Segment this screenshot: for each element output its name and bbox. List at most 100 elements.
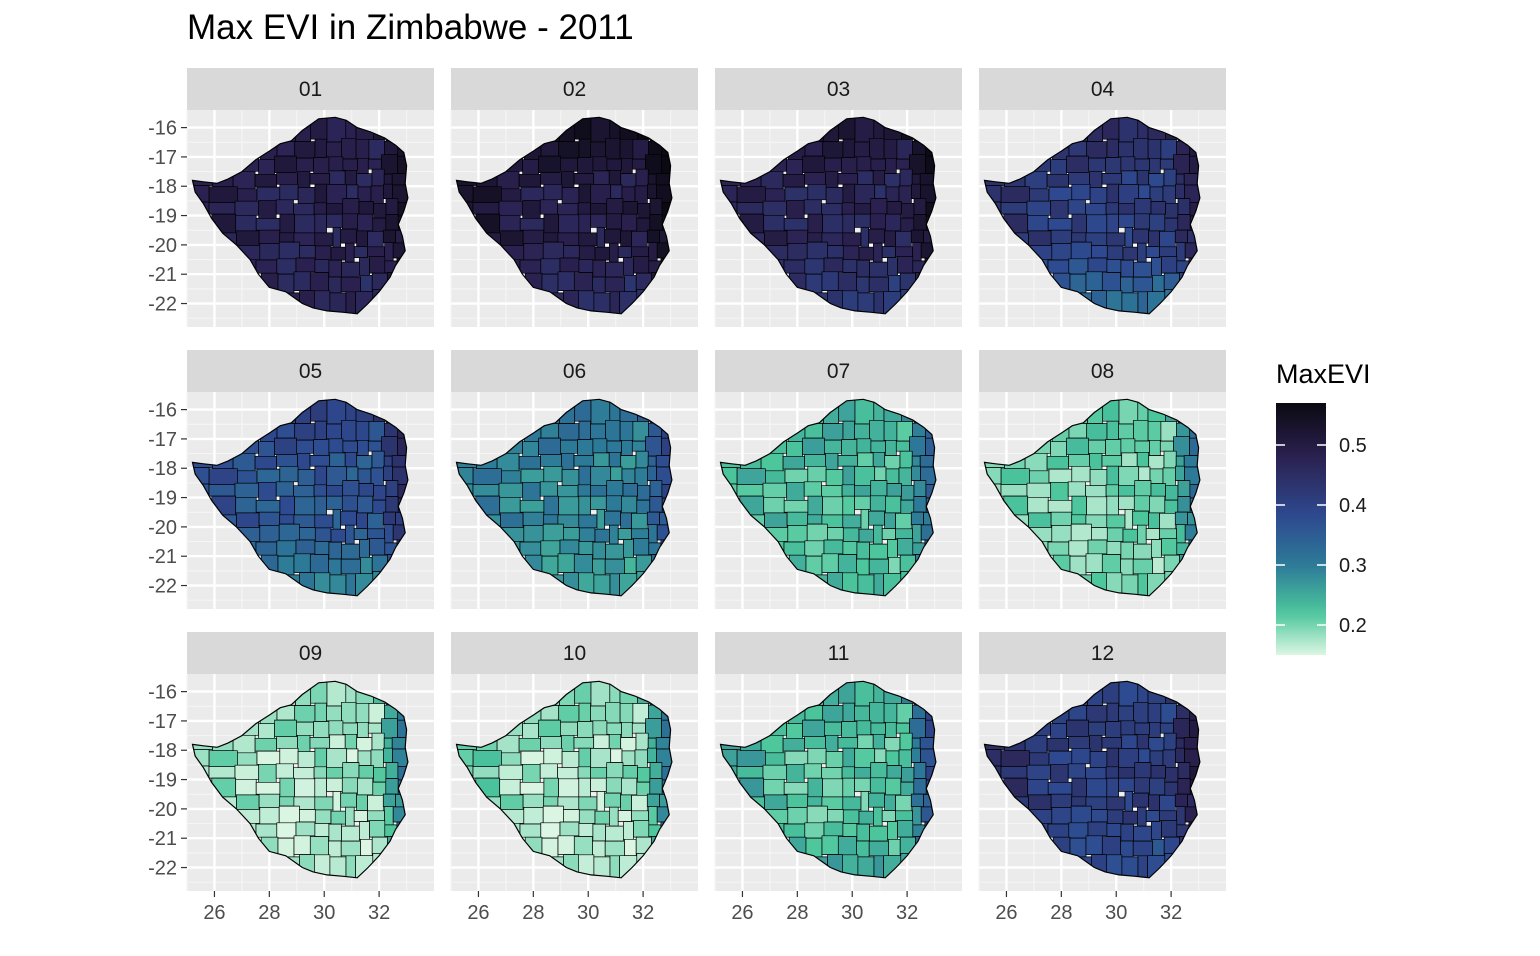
district-polygon — [539, 763, 558, 779]
y-tick-label: -17 — [148, 147, 177, 169]
facet-strip — [979, 632, 1226, 674]
district-polygon — [825, 751, 844, 769]
district-polygon — [647, 173, 657, 185]
district-polygon — [868, 840, 889, 857]
district-polygon — [519, 499, 545, 513]
district-polygon — [543, 213, 559, 234]
district-polygon — [369, 256, 386, 274]
district-polygon — [357, 495, 374, 514]
district-polygon — [1161, 820, 1178, 838]
district-polygon — [293, 553, 311, 573]
facet-panel-10: 10 26 28 30 32 — [450, 632, 698, 924]
district-polygon — [1149, 468, 1164, 484]
district-polygon — [543, 232, 559, 243]
district-polygon — [578, 259, 594, 273]
district-polygon — [592, 438, 608, 454]
district-polygon — [236, 512, 260, 528]
district-polygon — [358, 201, 374, 215]
district-polygon — [499, 778, 521, 796]
district-polygon — [1132, 792, 1149, 808]
district-polygon — [837, 173, 859, 185]
district-polygon — [856, 558, 870, 576]
district-polygon — [605, 543, 624, 560]
district-polygon — [886, 483, 902, 497]
district-polygon — [854, 213, 871, 228]
district-polygon — [1175, 747, 1185, 763]
district-polygon — [345, 524, 355, 545]
district-polygon — [609, 573, 620, 596]
district-polygon — [1067, 199, 1086, 215]
district-polygon — [1105, 157, 1122, 174]
district-polygon — [1047, 259, 1070, 274]
district-polygon — [869, 543, 888, 560]
district-polygon — [869, 213, 886, 230]
district-polygon — [543, 777, 559, 798]
district-polygon — [1122, 528, 1138, 543]
district-polygon — [472, 766, 500, 779]
district-polygon — [1120, 558, 1134, 576]
legend-tick-label: 0.5 — [1339, 435, 1367, 457]
district-polygon — [573, 455, 595, 467]
district-polygon — [869, 137, 885, 160]
district-polygon — [620, 173, 637, 188]
district-polygon — [633, 538, 650, 556]
district-polygon — [646, 229, 660, 244]
district-polygon — [519, 541, 542, 556]
x-tick-label: 28 — [786, 902, 808, 924]
district-polygon — [1120, 720, 1136, 736]
district-polygon — [540, 258, 561, 275]
district-polygon — [276, 822, 297, 839]
district-polygon — [649, 762, 663, 779]
chart-title: Max EVI in Zimbabwe - 2011 — [187, 8, 634, 47]
district-polygon — [617, 528, 632, 540]
district-polygon — [1000, 202, 1028, 215]
district-polygon — [341, 495, 358, 512]
district-polygon — [631, 722, 646, 734]
district-polygon — [783, 499, 809, 513]
district-polygon — [385, 762, 399, 779]
district-polygon — [356, 737, 373, 752]
district-polygon — [1106, 541, 1122, 555]
district-polygon — [1133, 213, 1150, 230]
district-polygon — [1105, 721, 1122, 738]
district-polygon — [520, 750, 545, 765]
district-polygon — [895, 440, 910, 452]
district-polygon — [648, 524, 658, 544]
district-polygon — [888, 274, 901, 293]
district-polygon — [783, 541, 806, 556]
country-border — [455, 680, 673, 879]
district-polygon — [783, 823, 806, 838]
district-polygon — [913, 198, 927, 215]
legend-tick-label: 0.2 — [1339, 615, 1367, 637]
y-tick-label: -22 — [148, 858, 177, 880]
district-polygon — [1118, 777, 1135, 792]
district-polygon — [1122, 246, 1138, 261]
district-polygon — [1124, 227, 1134, 248]
district-polygon — [357, 750, 372, 766]
district-polygon — [647, 737, 657, 749]
district-polygon — [208, 484, 236, 497]
district-polygon — [309, 836, 329, 856]
district-polygon — [360, 556, 373, 575]
district-polygon — [294, 705, 316, 723]
x-tick-label: 28 — [522, 902, 544, 924]
district-polygon — [1050, 229, 1073, 244]
district-polygon — [359, 821, 370, 840]
facet-strip — [187, 68, 434, 110]
district-polygon — [590, 141, 606, 158]
district-polygon — [373, 202, 387, 219]
district-polygon — [1150, 201, 1166, 215]
district-polygon — [279, 183, 299, 201]
district-polygon — [631, 810, 649, 822]
district-polygon — [649, 480, 663, 497]
district-polygon — [856, 840, 870, 858]
district-polygon — [520, 468, 545, 483]
district-polygon — [1121, 170, 1138, 185]
district-polygon — [341, 419, 357, 442]
district-polygon — [1027, 496, 1049, 514]
district-polygon — [897, 820, 914, 838]
district-polygon — [275, 763, 294, 779]
facet-label: 01 — [299, 78, 322, 101]
district-polygon — [592, 541, 606, 560]
district-polygon — [344, 733, 358, 750]
